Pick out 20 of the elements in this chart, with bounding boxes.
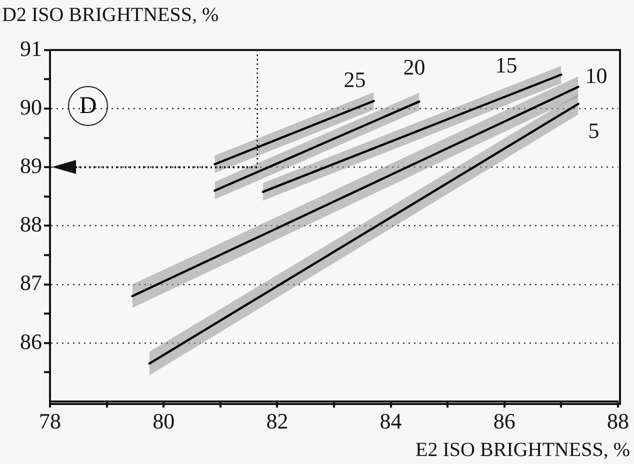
- y-axis-title: D2 ISO BRIGHTNESS, %: [2, 4, 219, 27]
- y-tick-label: 87: [20, 270, 42, 296]
- y-tick-label: 86: [20, 328, 42, 354]
- series-label: 10: [585, 62, 608, 88]
- series-label: 5: [588, 118, 600, 143]
- y-tick-label: 91: [20, 36, 42, 61]
- series-label: 25: [344, 66, 366, 92]
- x-tick-label: 88: [607, 408, 629, 434]
- series-label: 20: [403, 54, 426, 80]
- series-label: 15: [495, 52, 518, 78]
- y-tick-label: 90: [20, 94, 42, 120]
- y-tick-label: 88: [20, 212, 42, 237]
- x-tick-label: 86: [493, 408, 516, 434]
- annotation: D: [68, 86, 108, 126]
- x-tick-label: 84: [380, 408, 402, 434]
- x-tick-label: 80: [152, 408, 175, 434]
- x-axis-title: E2 ISO BRIGHTNESS, %: [416, 439, 630, 462]
- x-tick-label: 82: [266, 408, 288, 434]
- x-tick-label: 78: [39, 408, 61, 434]
- y-tick-label: 89: [20, 152, 42, 178]
